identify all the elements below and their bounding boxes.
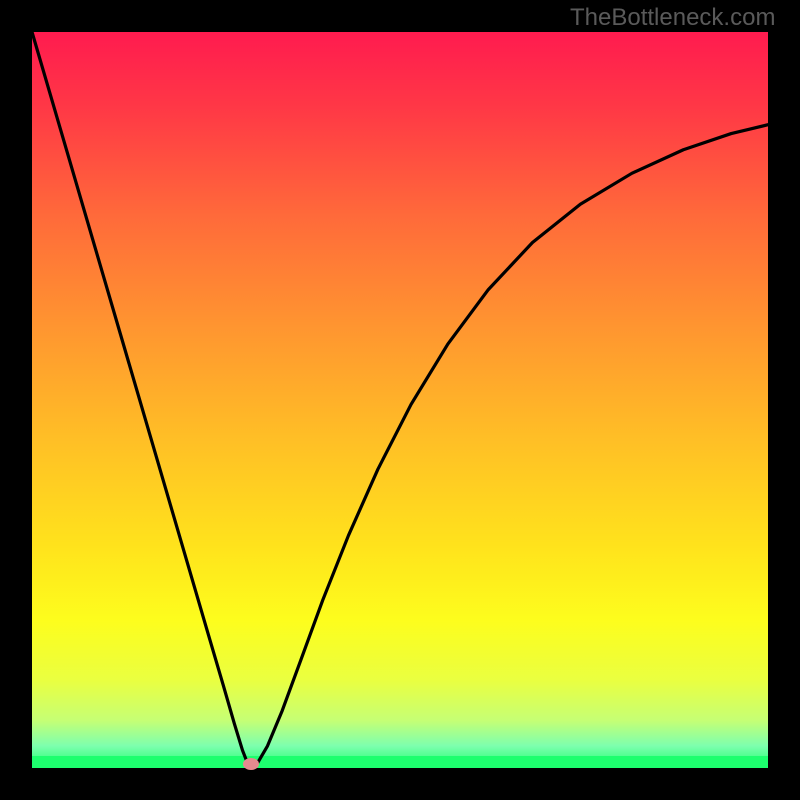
bottleneck-curve-path: [32, 32, 768, 768]
bottleneck-curve: [0, 0, 800, 800]
watermark-text: TheBottleneck.com: [570, 4, 775, 32]
